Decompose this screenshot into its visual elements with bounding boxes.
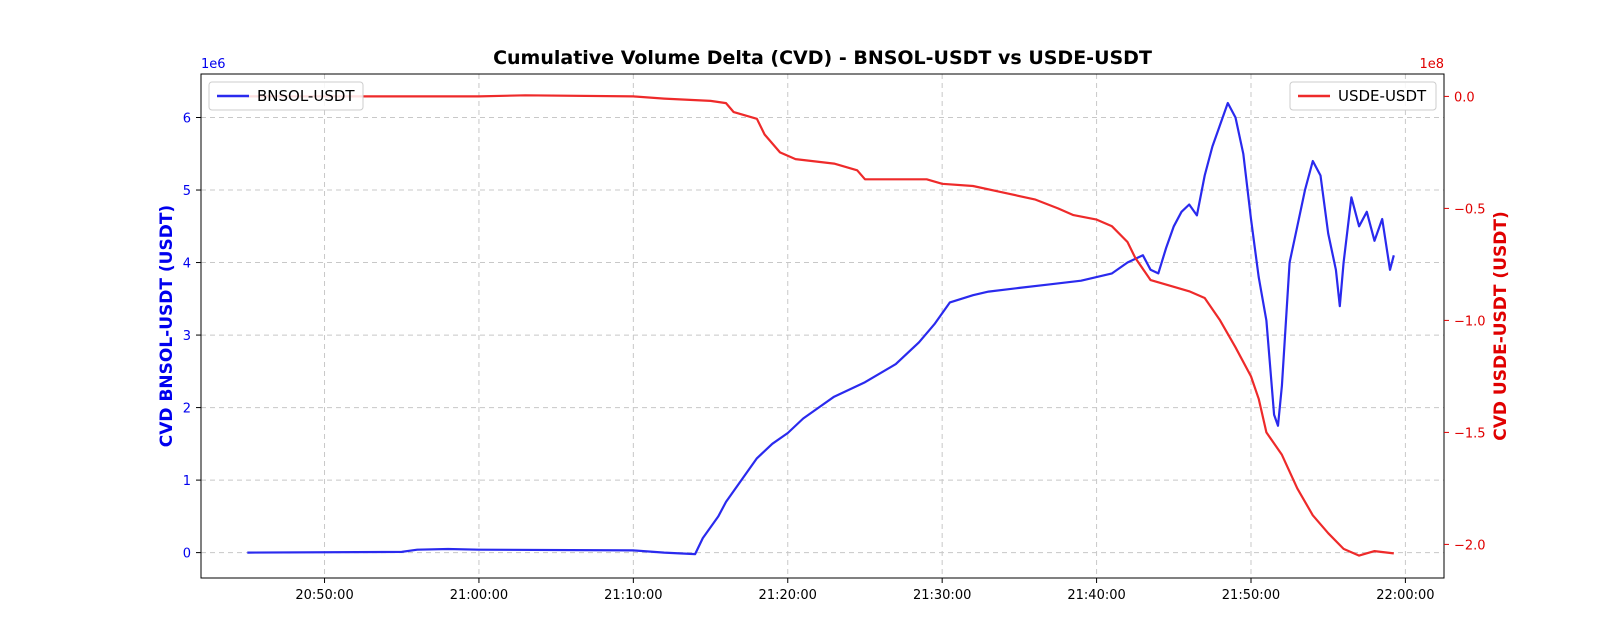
x-tick-label: 21:00:00 bbox=[450, 588, 508, 603]
left-axis-title: CVD BNSOL-USDT (USDT) bbox=[157, 205, 177, 447]
x-tick-label: 20:50:00 bbox=[295, 588, 353, 603]
x-tick-label: 21:40:00 bbox=[1067, 588, 1125, 603]
legend-label-usde: USDE-USDT bbox=[1338, 87, 1427, 105]
right-axis-scale-label: 1e8 bbox=[1419, 57, 1444, 72]
x-tick-label: 21:20:00 bbox=[759, 588, 817, 603]
x-tick-label: 21:50:00 bbox=[1222, 588, 1280, 603]
left-y-tick-label: 1 bbox=[183, 474, 191, 489]
legend-right-box bbox=[1289, 81, 1437, 111]
left-axis-scale-label: 1e6 bbox=[201, 57, 226, 72]
grid-layer bbox=[201, 74, 1444, 578]
left-y-tick-label: 0 bbox=[183, 547, 191, 562]
legend-left: BNSOL-USDT bbox=[208, 81, 364, 111]
right-y-tick-label: 0.0 bbox=[1454, 90, 1475, 105]
x-tick-label: 22:00:00 bbox=[1376, 588, 1434, 603]
left-y-tick-label: 6 bbox=[183, 112, 191, 127]
series-layer bbox=[247, 94, 1395, 557]
series-line-usde-usdt bbox=[247, 94, 1394, 557]
right-y-tick-label: −1.0 bbox=[1454, 314, 1486, 329]
legend-label-bnsol: BNSOL-USDT bbox=[257, 87, 355, 105]
x-tick-label: 21:30:00 bbox=[913, 588, 971, 603]
plot-frame bbox=[200, 73, 1445, 579]
x-tick-label: 21:10:00 bbox=[604, 588, 662, 603]
left-y-tick-label: 5 bbox=[183, 184, 191, 199]
right-y-tick-label: −1.5 bbox=[1454, 426, 1486, 441]
axes-layer: 20:50:00 21:00:00 21:10:00 21:20:00 21:30:00… bbox=[183, 90, 1486, 603]
right-y-tick-label: −0.5 bbox=[1454, 202, 1486, 217]
right-axis-title: CVD USDE-USDT (USDT) bbox=[1491, 211, 1511, 440]
series-line-bnsol-usdt bbox=[247, 101, 1395, 556]
right-y-tick-label: −2.0 bbox=[1454, 538, 1486, 553]
legend-left-box bbox=[208, 81, 364, 111]
left-y-tick-label: 2 bbox=[183, 402, 191, 417]
left-y-tick-label: 3 bbox=[183, 329, 191, 344]
legend-right: USDE-USDT bbox=[1289, 81, 1437, 111]
left-y-tick-label: 4 bbox=[183, 257, 191, 272]
chart-title: Cumulative Volume Delta (CVD) - BNSOL-US… bbox=[493, 47, 1152, 69]
